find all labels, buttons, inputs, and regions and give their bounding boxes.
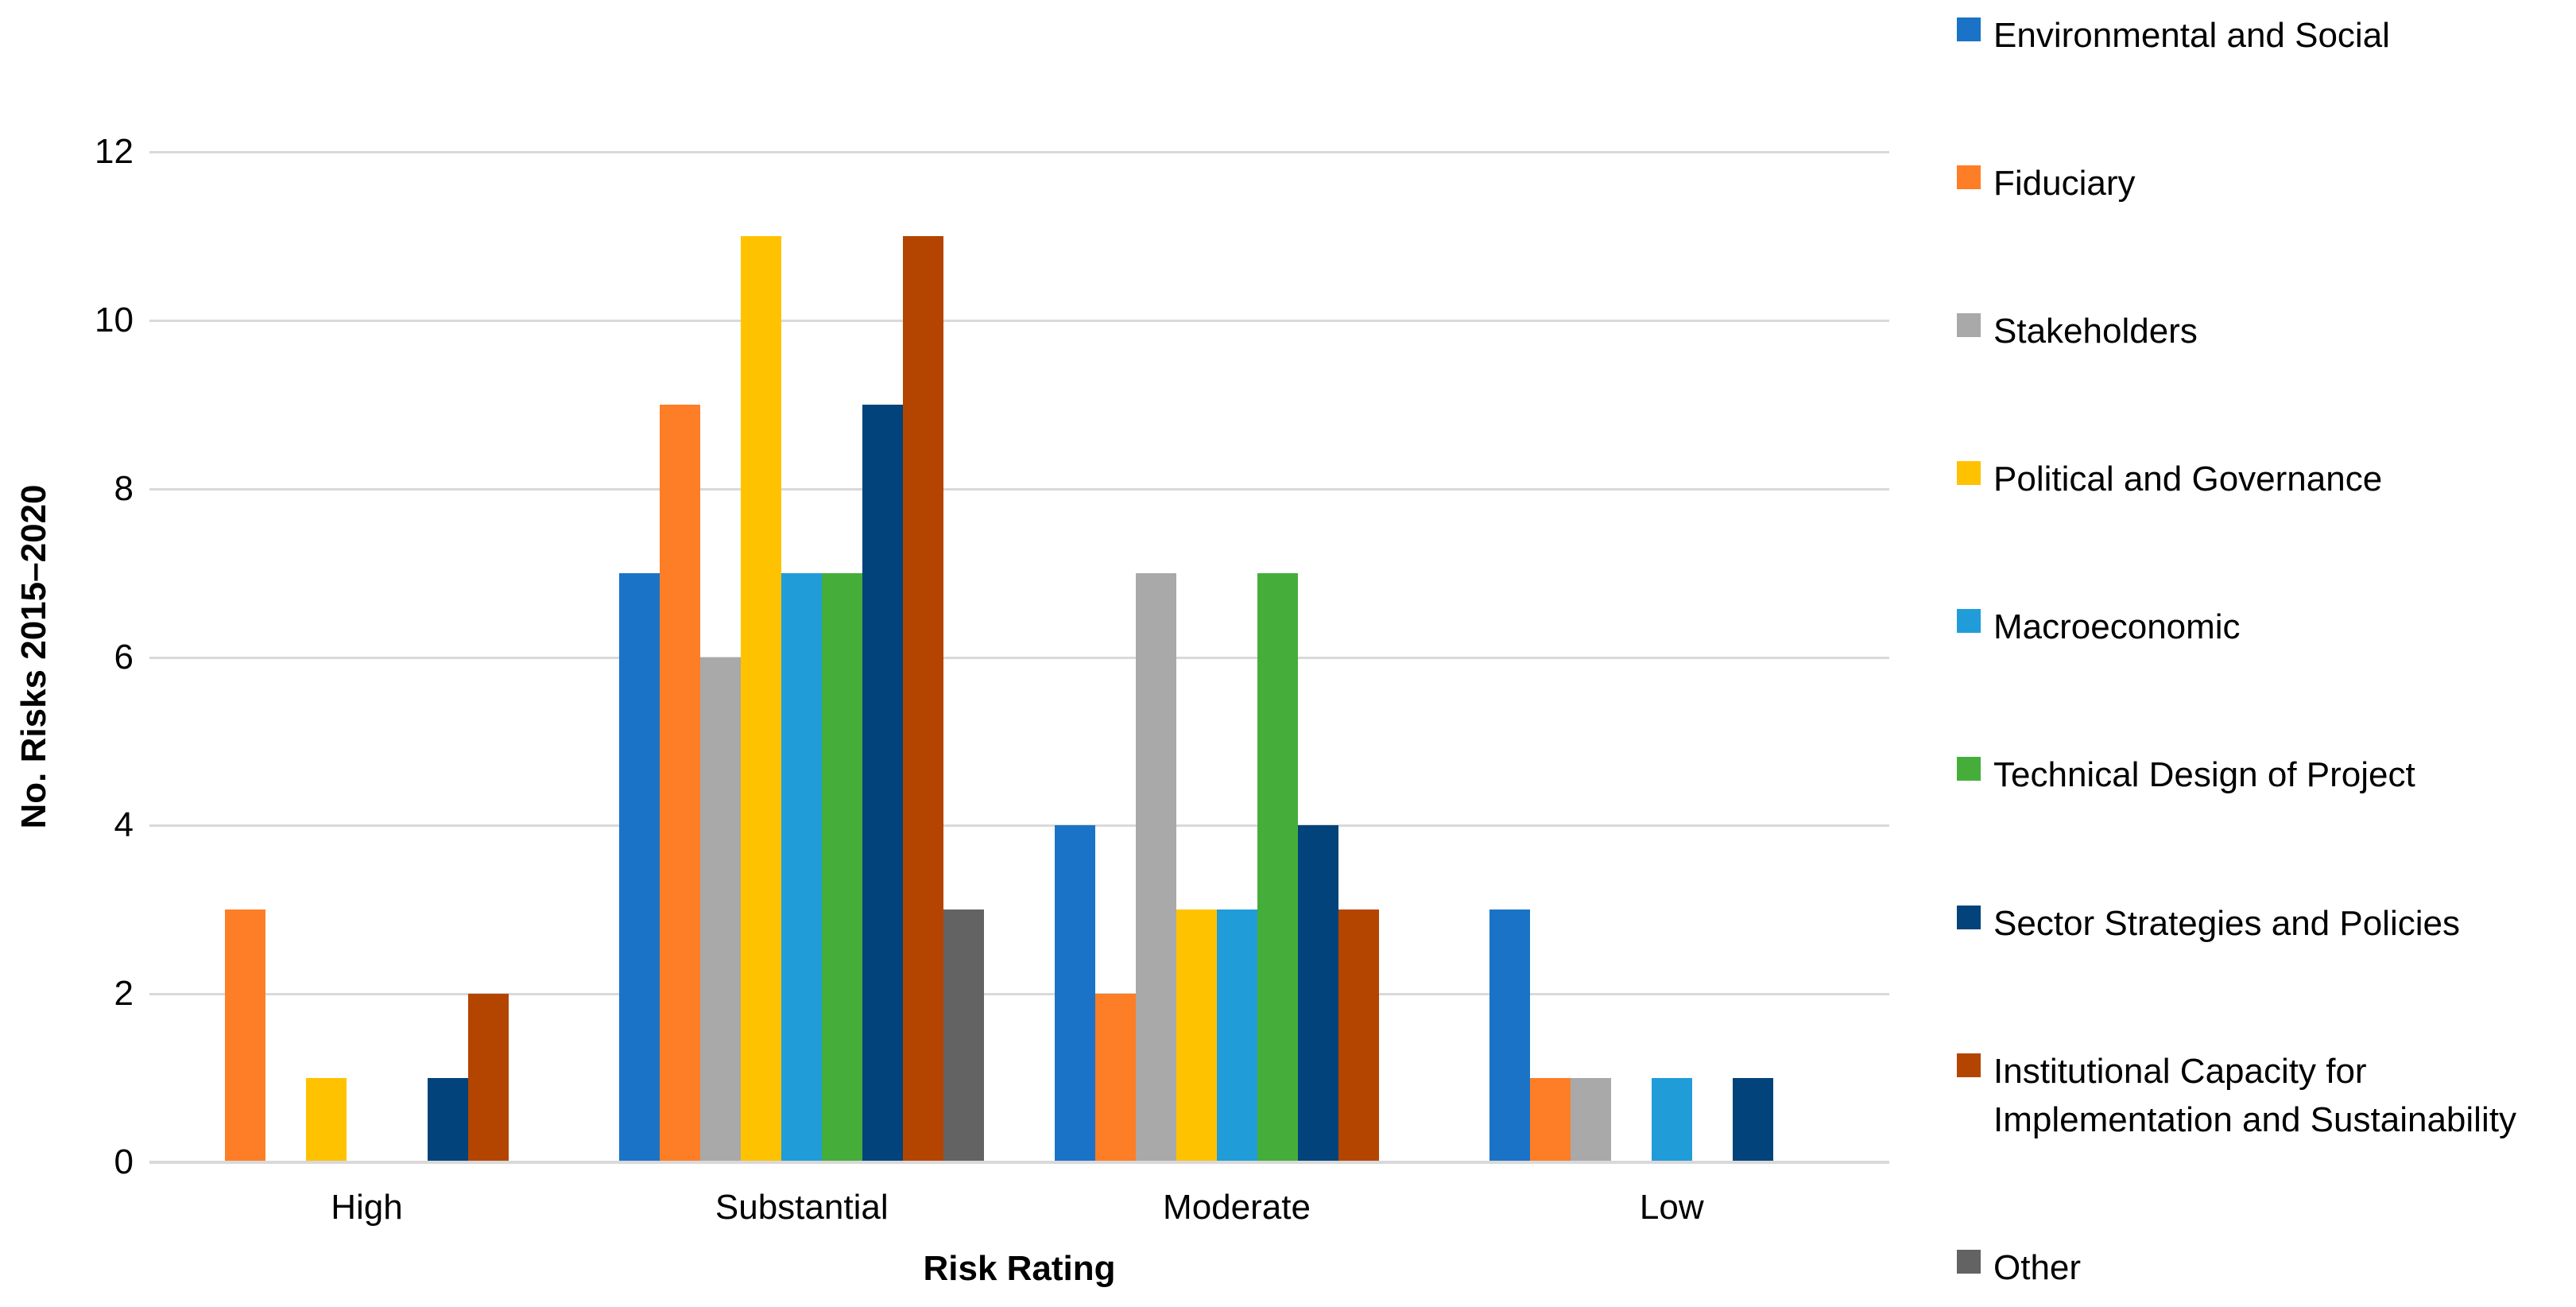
legend-swatch-icon (1957, 757, 1981, 781)
bar (903, 235, 944, 1162)
y-tick-label-4: 4 (114, 805, 134, 845)
bar (428, 1078, 469, 1162)
bar-group-high (184, 909, 549, 1162)
bar (1176, 909, 1217, 1162)
bar (1651, 1078, 1692, 1162)
legend-label: Other (1993, 1248, 2082, 1288)
legend-swatch-icon (1957, 1053, 1981, 1077)
plot-area (149, 151, 1889, 1162)
legend-label: Sector Strategies and Policies (1993, 903, 2460, 943)
bar (1529, 1078, 1571, 1162)
gridline-y-2 (149, 993, 1889, 996)
bar (1094, 994, 1136, 1162)
legend-label: Institutional Capacity for Implementatio… (1993, 1051, 2516, 1140)
bar (619, 572, 660, 1162)
bar-group-substantial (619, 235, 985, 1162)
bar (862, 404, 904, 1162)
bar (943, 909, 985, 1162)
bar (700, 657, 742, 1162)
legend-item: Technical Design of Project (1957, 750, 2570, 800)
y-tick-label-10: 10 (95, 300, 134, 339)
gridline-y-6 (149, 656, 1889, 659)
legend-label: Macroeconomic (1993, 607, 2241, 647)
bar (1297, 825, 1338, 1162)
gridline-y-8 (149, 487, 1889, 491)
bar (1489, 909, 1530, 1162)
legend-label: Technical Design of Project (1993, 755, 2415, 795)
bar (1338, 909, 1379, 1162)
bar (1135, 572, 1176, 1162)
y-tick-label-6: 6 (114, 637, 134, 677)
legend-label: Political and Governance (1993, 460, 2383, 499)
y-tick-label-2: 2 (114, 974, 134, 1014)
legend-item: Institutional Capacity for Implementatio… (1957, 1047, 2570, 1145)
y-tick-label-8: 8 (114, 468, 134, 508)
gridline-y-10 (149, 319, 1889, 322)
x-category-label: Moderate (1163, 1188, 1311, 1227)
x-axis-title: Risk Rating (923, 1249, 1116, 1288)
bar (1570, 1078, 1611, 1162)
legend-swatch-icon (1957, 609, 1981, 634)
legend-item: Environmental and Social (1957, 11, 2570, 60)
legend-item: Other (1957, 1243, 2570, 1293)
bar (660, 404, 701, 1162)
legend: Environmental and Social Fiduciary Stakeho… (1957, 11, 2570, 1293)
legend-item: Political and Governance (1957, 455, 2570, 504)
legend-swatch-icon (1957, 1250, 1981, 1274)
legend-swatch-icon (1957, 313, 1981, 338)
legend-item: Macroeconomic (1957, 603, 2570, 652)
bar (781, 572, 823, 1162)
legend-swatch-icon (1957, 905, 1981, 929)
legend-label: Environmental and Social (1993, 16, 2390, 55)
y-tick-label-12: 12 (95, 132, 134, 171)
legend-label: Fiduciary (1993, 164, 2136, 204)
legend-swatch-icon (1957, 461, 1981, 486)
y-tick-label-0: 0 (114, 1142, 134, 1181)
bar (468, 994, 509, 1162)
legend-swatch-icon (1957, 17, 1981, 41)
gridline-y-4 (149, 824, 1889, 828)
bar (1216, 909, 1257, 1162)
x-category-label: Low (1639, 1188, 1704, 1227)
bar (741, 235, 782, 1162)
legend-swatch-icon (1957, 165, 1981, 190)
legend-item: Sector Strategies and Policies (1957, 899, 2570, 948)
bar-group-moderate (1054, 572, 1420, 1162)
bar (225, 909, 266, 1162)
bar (1732, 1078, 1773, 1162)
x-axis-line (149, 1161, 1889, 1164)
legend-item: Fiduciary (1957, 159, 2570, 208)
x-category-label: High (331, 1188, 403, 1227)
legend-label: Stakeholders (1993, 312, 2198, 351)
legend-item: Stakeholders (1957, 307, 2570, 356)
bar (1257, 572, 1298, 1162)
bar (1054, 825, 1095, 1162)
bar (822, 572, 863, 1162)
bar-group-low (1489, 909, 1854, 1162)
gridline-y-12 (149, 151, 1889, 153)
bar (306, 1078, 347, 1162)
x-category-label: Substantial (715, 1188, 889, 1227)
